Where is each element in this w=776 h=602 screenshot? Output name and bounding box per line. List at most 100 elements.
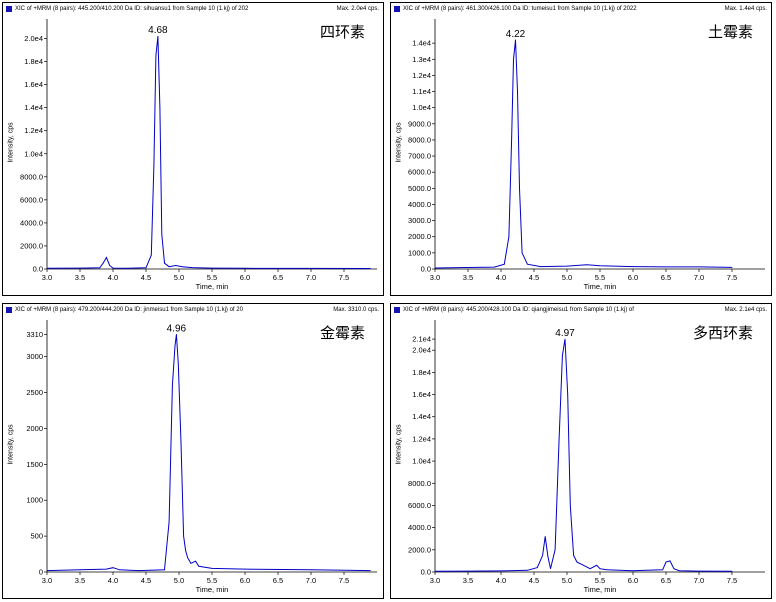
- x-tick-label: 7.0: [694, 273, 704, 282]
- data-point: [500, 570, 502, 572]
- data-point: [99, 267, 101, 269]
- data-point: [244, 568, 246, 570]
- data-point: [180, 442, 182, 444]
- y-tick-label: 4000.0: [408, 200, 431, 209]
- data-point: [550, 568, 551, 570]
- x-tick-label: 6.0: [628, 576, 638, 585]
- data-point: [596, 564, 598, 566]
- x-tick-label: 7.0: [306, 273, 316, 282]
- x-tick-label: 7.5: [727, 273, 737, 282]
- data-point: [174, 345, 176, 347]
- y-tick-label: 1.2e4: [24, 126, 43, 135]
- y-tick-label: 0: [39, 568, 43, 577]
- x-tick-label: 5.0: [562, 576, 572, 585]
- chart-header: XIC of +MRM (8 pairs): 445.200/428.100 D…: [393, 305, 769, 315]
- x-tick-label: 4.0: [108, 576, 118, 585]
- y-tick-label: 1.8e4: [412, 368, 431, 377]
- data-point: [183, 535, 185, 537]
- data-point: [164, 262, 165, 264]
- x-tick-label: 6.0: [628, 273, 638, 282]
- x-tick-label: 4.0: [496, 576, 506, 585]
- y-tick-label: 1.0e4: [24, 149, 43, 158]
- compound-name: 多西环素: [692, 324, 753, 342]
- data-point: [161, 234, 163, 235]
- y-tick-label: 3000: [26, 352, 43, 361]
- x-axis-title: Time, min: [584, 282, 617, 291]
- y-tick-label: 4000.0: [408, 523, 431, 532]
- chromatogram-plot: 0.0 2000.0 4000.0 6000.0 8000.0 1.0e4 1.2e4 1.4…: [408, 320, 765, 594]
- peak-retention-time-label: 4.96: [167, 323, 187, 334]
- data-point: [494, 266, 495, 268]
- x-tick-label: 3.5: [463, 273, 473, 282]
- data-point: [310, 268, 312, 269]
- peak-retention-time-label: 4.22: [506, 29, 526, 40]
- y-tick-label: 2.1e4: [412, 335, 431, 344]
- data-point: [665, 561, 667, 563]
- x-tick-label: 6.5: [661, 576, 671, 585]
- y-tick-label: 0.0: [421, 265, 431, 274]
- data-point: [576, 561, 578, 563]
- data-point: [554, 549, 556, 551]
- data-point: [511, 139, 512, 141]
- data-point: [190, 562, 192, 564]
- data-point: [150, 254, 152, 256]
- data-point: [191, 267, 193, 269]
- chart-header: XIC of +MRM (8 pairs): 479.200/444.200 D…: [5, 305, 381, 315]
- data-point: [172, 385, 173, 386]
- data-point: [508, 236, 510, 238]
- data-point: [731, 570, 733, 572]
- max-intensity-label: Max. 2.1e4 cps.: [724, 307, 767, 313]
- x-tick-label: 7.5: [339, 576, 349, 585]
- data-point: [503, 263, 505, 265]
- x-tick-label: 3.0: [42, 273, 52, 282]
- y-tick-label: 1.6e4: [412, 390, 431, 399]
- data-point: [106, 257, 107, 258]
- x-tick-label: 3.0: [430, 273, 440, 282]
- data-point: [519, 187, 520, 189]
- x-tick-label: 4.0: [108, 273, 118, 282]
- data-point: [542, 554, 543, 556]
- x-tick-label: 6.0: [240, 273, 250, 282]
- data-point: [102, 262, 104, 264]
- data-point: [106, 568, 107, 570]
- x-tick-label: 3.5: [463, 576, 473, 585]
- y-tick-label: 5000.0: [408, 184, 431, 193]
- y-tick-label: 3000.0: [408, 216, 431, 225]
- x-tick-label: 5.0: [562, 273, 572, 282]
- x-tick-label: 4.0: [496, 273, 506, 282]
- x-tick-label: 6.0: [240, 576, 250, 585]
- y-tick-label: 1000: [26, 496, 43, 505]
- data-point: [198, 565, 200, 567]
- max-intensity-label: Max. 3310.0 cps.: [333, 307, 379, 313]
- y-tick-label: 0.0: [421, 568, 431, 577]
- data-point: [569, 505, 571, 506]
- chart-panel-oxytetracycline: XIC of +MRM (8 pairs): 461.300/426.100 D…: [390, 2, 772, 296]
- data-point: [177, 363, 179, 365]
- data-point: [155, 55, 157, 57]
- data-point: [187, 557, 188, 559]
- data-point: [513, 58, 514, 60]
- x-axis-title: Time, min: [196, 585, 229, 594]
- data-point: [46, 267, 48, 269]
- data-point: [168, 266, 170, 268]
- y-tick-label: 6000.0: [408, 168, 431, 177]
- x-tick-label: 5.0: [174, 273, 184, 282]
- y-tick-label: 500: [30, 532, 43, 541]
- data-point: [370, 268, 371, 269]
- data-point: [665, 266, 667, 268]
- data-point: [159, 107, 161, 109]
- chromatogram-trace: [46, 334, 371, 572]
- data-point: [698, 266, 700, 268]
- data-point: [561, 355, 563, 357]
- data-point: [370, 570, 371, 571]
- data-point: [673, 568, 675, 570]
- chart-header: XIC of +MRM (8 pairs): 461.300/426.100 D…: [393, 4, 769, 14]
- x-tick-label: 4.5: [141, 273, 151, 282]
- y-tick-label: 1000.0: [408, 248, 431, 257]
- y-tick-label: 2000: [26, 424, 43, 433]
- data-point: [599, 265, 601, 267]
- y-tick-label: 1.4e4: [24, 103, 43, 112]
- data-point: [467, 267, 469, 268]
- data-point: [175, 334, 177, 335]
- y-tick-label: 8000.0: [408, 479, 431, 488]
